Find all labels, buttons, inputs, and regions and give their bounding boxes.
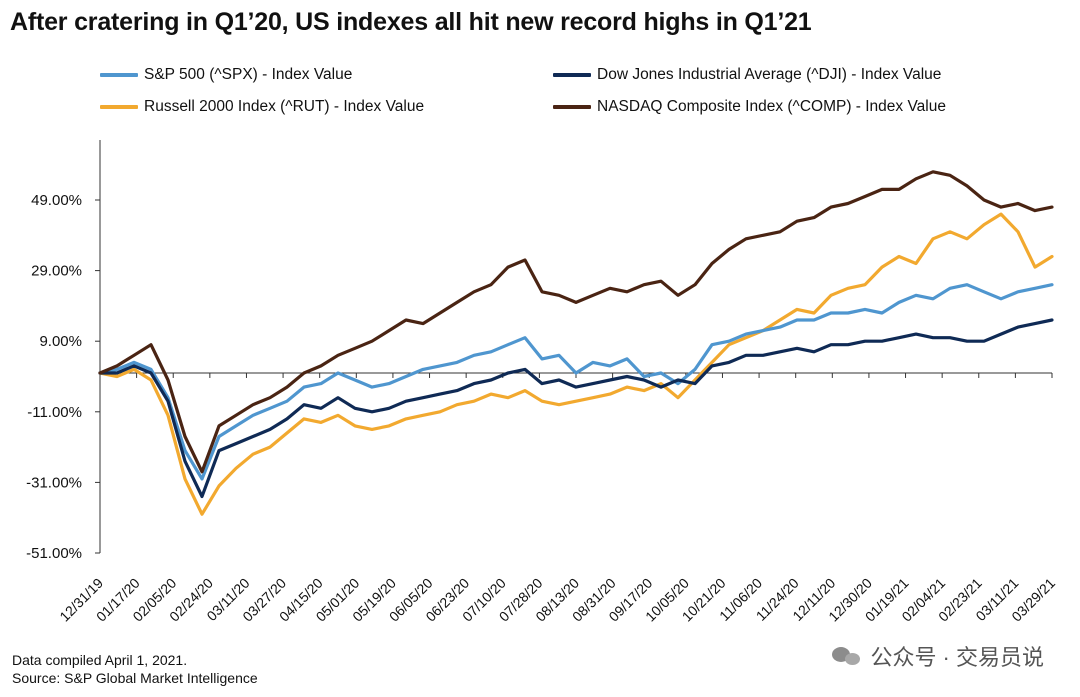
legend-item-comp: NASDAQ Composite Index (^COMP) - Index V… bbox=[553, 98, 946, 116]
legend-item-sp500: S&P 500 (^SPX) - Index Value bbox=[100, 66, 352, 84]
footnote-source: Source: S&P Global Market Intelligence bbox=[12, 670, 258, 686]
y-tick-label: -11.00% bbox=[27, 404, 82, 421]
legend-label-sp500: S&P 500 (^SPX) - Index Value bbox=[144, 66, 353, 83]
y-tick-label: 29.00% bbox=[31, 263, 82, 280]
legend-item-rut: Russell 2000 Index (^RUT) - Index Value bbox=[100, 98, 424, 116]
dji-line bbox=[98, 318, 1054, 499]
y-tick-label: -31.00% bbox=[26, 474, 82, 491]
legend-swatch-rut bbox=[100, 104, 138, 109]
watermark: 公众号 · 交易员说 bbox=[832, 640, 1044, 672]
sp500-line bbox=[98, 283, 1054, 481]
legend-swatch-comp bbox=[553, 104, 591, 109]
chart-title: After cratering in Q1’20, US indexes all… bbox=[10, 8, 812, 36]
legend-swatch-dji bbox=[553, 72, 591, 77]
legend-swatch-sp500 bbox=[100, 72, 138, 77]
legend-label-comp: NASDAQ Composite Index (^COMP) - Index V… bbox=[597, 98, 946, 115]
legend-item-dji: Dow Jones Industrial Average (^DJI) - In… bbox=[553, 66, 941, 84]
rut-line bbox=[98, 212, 1054, 516]
legend-label-rut: Russell 2000 Index (^RUT) - Index Value bbox=[144, 98, 425, 115]
footnote-compiled: Data compiled April 1, 2021. bbox=[12, 652, 188, 668]
watermark-text: 公众号 · 交易员说 bbox=[870, 645, 1044, 670]
wechat-icon bbox=[832, 645, 862, 667]
y-tick-label: 49.00% bbox=[31, 192, 82, 209]
y-tick-label: 9.00% bbox=[39, 333, 82, 350]
comp-line bbox=[98, 170, 1054, 474]
y-tick-label: -51.00% bbox=[26, 545, 82, 562]
legend-label-dji: Dow Jones Industrial Average (^DJI) - In… bbox=[597, 66, 942, 83]
